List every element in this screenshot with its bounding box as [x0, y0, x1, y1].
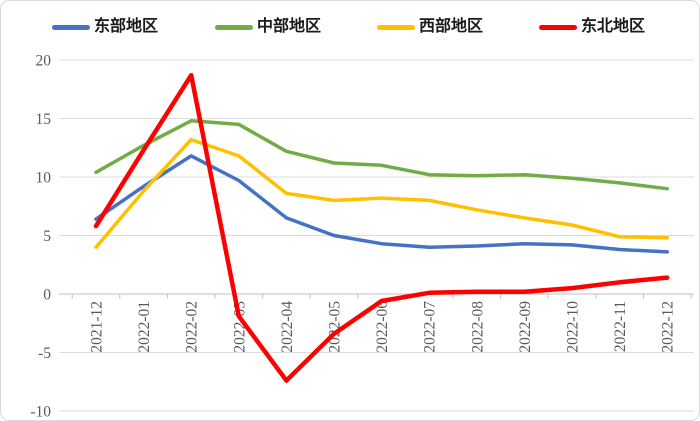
east-series-marker — [52, 24, 90, 30]
x-axis-label-2022-11: 2022-11 — [612, 301, 629, 352]
y-axis-label--5: -5 — [38, 345, 51, 362]
x-axis-label-2022-08: 2022-08 — [469, 301, 486, 353]
x-axis-label-2022-02: 2022-02 — [184, 301, 201, 353]
series-line-西部地区 — [94, 137, 669, 249]
chart-legend: 东部地区 中部地区 西部地区 东北地区 — [1, 1, 699, 41]
x-axis-label-2022-06: 2022-06 — [374, 301, 391, 353]
x-axis-label-2022-03: 2022-03 — [231, 301, 248, 353]
y-axis-label-15: 15 — [36, 111, 52, 128]
legend-item-east: 东部地区 — [52, 18, 158, 36]
central-series-marker — [215, 24, 253, 30]
legend-item-west: 西部地区 — [377, 18, 483, 36]
y-axis-label-10: 10 — [36, 170, 52, 187]
legend-label-northeast: 东北地区 — [581, 18, 646, 35]
legend-label-east: 东部地区 — [94, 18, 159, 35]
x-axis-label-2022-10: 2022-10 — [565, 301, 582, 353]
series-line-中部地区 — [94, 119, 669, 191]
x-axis-label-2021-12: 2021-12 — [89, 301, 106, 353]
x-axis-label-2022-01: 2022-01 — [136, 301, 153, 353]
legend-label-west: 西部地区 — [419, 18, 484, 35]
series-line-东北地区 — [93, 72, 670, 383]
x-axis-label-2022-12: 2022-12 — [660, 301, 677, 353]
y-axis-label--10: -10 — [30, 404, 51, 421]
y-axis-label-20: 20 — [36, 53, 52, 70]
northeast-series-marker — [539, 24, 577, 30]
x-axis-label-2022-07: 2022-07 — [422, 301, 439, 353]
x-axis-label-2022-04: 2022-04 — [279, 301, 296, 353]
x-axis-label-2022-09: 2022-09 — [517, 301, 534, 353]
series-line-东部地区 — [94, 154, 669, 254]
west-series-marker — [377, 24, 415, 30]
legend-item-northeast: 东北地区 — [539, 18, 645, 36]
y-axis-label-0: 0 — [43, 287, 51, 304]
legend-label-central: 中部地区 — [257, 18, 322, 35]
legend-item-central: 中部地区 — [215, 18, 321, 36]
y-axis-label-5: 5 — [43, 228, 51, 245]
